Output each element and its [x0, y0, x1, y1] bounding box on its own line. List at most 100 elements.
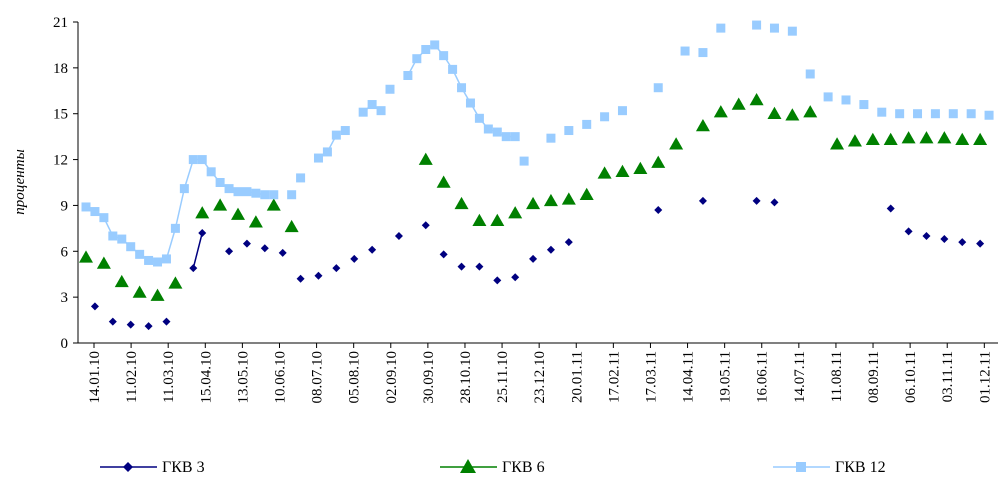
data-point	[966, 109, 976, 119]
data-point	[597, 166, 612, 179]
legend-label: ГКВ 6	[502, 459, 545, 476]
data-point	[564, 238, 573, 247]
data-point	[421, 221, 430, 230]
data-point	[454, 196, 469, 210]
data-point	[403, 71, 413, 80]
data-point	[633, 161, 648, 174]
y-tick-label: 18	[53, 61, 68, 77]
data-point	[322, 147, 332, 157]
y-tick-label: 21	[53, 15, 68, 31]
legend-label: ГКВ 12	[835, 459, 886, 476]
y-tick-label: 15	[53, 107, 68, 123]
data-point	[770, 198, 779, 207]
data-point	[168, 276, 183, 289]
data-point	[546, 245, 555, 254]
x-tick-label: 14.07.11	[792, 351, 808, 403]
x-tick-label: 08.07.10	[310, 351, 326, 404]
data-point	[179, 184, 189, 194]
data-point	[448, 64, 458, 74]
data-point	[242, 239, 251, 248]
data-point	[195, 206, 210, 219]
x-tick-label: 06.10.11	[903, 351, 919, 403]
data-point	[457, 262, 466, 271]
data-point	[90, 207, 100, 217]
data-point	[654, 206, 663, 215]
data-point	[490, 213, 505, 226]
data-point	[161, 254, 171, 264]
data-point	[412, 54, 422, 64]
data-point	[430, 40, 440, 50]
data-point	[213, 198, 228, 211]
y-tick-label: 3	[61, 290, 69, 306]
x-tick-label: 30.09.10	[421, 351, 437, 404]
data-point	[135, 249, 145, 259]
data-point	[600, 112, 610, 122]
data-point	[436, 175, 451, 188]
legend-item-1: ГКВ 3	[100, 459, 205, 476]
data-point	[526, 196, 541, 210]
data-point	[99, 213, 109, 223]
data-point	[126, 320, 135, 329]
data-point	[114, 274, 129, 288]
data-point	[368, 245, 377, 254]
data-point	[108, 317, 117, 326]
data-point	[170, 223, 180, 233]
data-point	[197, 155, 207, 165]
data-point	[865, 132, 880, 145]
data-point	[225, 247, 234, 256]
data-point	[492, 127, 502, 137]
x-tick-label: 23.12.10	[532, 351, 548, 404]
data-point	[841, 95, 851, 105]
data-point	[785, 108, 800, 121]
data-point	[669, 137, 684, 150]
data-point	[501, 132, 511, 142]
data-point	[803, 105, 818, 118]
data-point	[224, 184, 234, 194]
data-point	[698, 48, 708, 58]
series-segment	[183, 159, 195, 189]
data-point	[350, 254, 359, 263]
data-point	[713, 105, 728, 118]
data-point	[439, 250, 448, 259]
series-segment	[165, 228, 177, 260]
data-point	[242, 187, 252, 197]
x-tick-label: 11.08.11	[829, 351, 845, 402]
data-point	[582, 119, 592, 129]
data-point	[162, 317, 171, 326]
series-segment	[174, 188, 186, 229]
data-point	[653, 83, 663, 93]
legend: ГКВ 3 ГКВ 6 ГКВ 12	[100, 459, 886, 476]
data-point	[421, 45, 431, 55]
data-point	[90, 302, 99, 311]
data-point	[475, 262, 484, 271]
data-point	[680, 46, 690, 56]
data-point	[543, 193, 558, 207]
x-tick-label: 14.04.11	[681, 351, 697, 403]
data-point	[132, 285, 147, 298]
data-point	[284, 219, 299, 233]
data-point	[767, 106, 782, 119]
x-tick-label: 03.11.11	[940, 351, 956, 402]
x-tick-label: 17.02.11	[606, 351, 622, 403]
data-point	[215, 178, 225, 187]
x-tick-label: 05.08.10	[347, 351, 363, 404]
data-point	[752, 196, 761, 205]
data-point	[314, 271, 323, 280]
data-point	[940, 235, 949, 244]
data-point	[418, 152, 433, 165]
data-point	[984, 110, 994, 120]
y-tick-label: 9	[61, 198, 69, 214]
data-point	[189, 264, 198, 273]
data-point	[474, 113, 484, 123]
data-point	[731, 97, 746, 110]
data-point	[269, 190, 279, 200]
y-tick-label: 6	[61, 244, 69, 260]
data-point	[859, 100, 869, 110]
data-point	[117, 234, 127, 244]
data-point	[976, 239, 985, 248]
x-tick-label: 10.06.10	[272, 351, 288, 404]
data-point	[698, 196, 707, 205]
data-point	[81, 202, 91, 212]
data-point	[901, 131, 916, 144]
data-point	[358, 107, 368, 117]
